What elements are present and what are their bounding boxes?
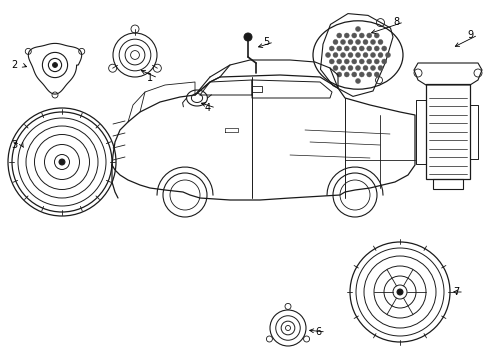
Circle shape [325,53,330,58]
Circle shape [374,59,379,64]
Circle shape [329,46,334,51]
Circle shape [333,66,338,71]
Circle shape [359,72,364,77]
Circle shape [374,33,379,38]
Circle shape [374,46,379,51]
Text: 6: 6 [315,327,321,337]
Bar [426,84,470,179]
Circle shape [359,46,364,51]
Circle shape [348,40,353,45]
Circle shape [341,53,345,58]
Circle shape [363,66,368,71]
Circle shape [367,72,372,77]
Circle shape [341,66,345,71]
Circle shape [397,289,403,295]
Circle shape [363,40,368,45]
Circle shape [378,66,383,71]
Circle shape [367,46,372,51]
Circle shape [337,33,342,38]
Circle shape [52,63,57,67]
Circle shape [367,33,372,38]
Circle shape [367,59,372,64]
Circle shape [329,59,334,64]
Circle shape [356,40,361,45]
Circle shape [352,72,357,77]
Circle shape [359,59,364,64]
Text: 1: 1 [147,73,153,83]
Circle shape [359,33,364,38]
Text: 3: 3 [11,140,17,150]
Circle shape [370,40,375,45]
Circle shape [374,72,379,77]
Circle shape [378,53,383,58]
Circle shape [356,27,361,32]
Circle shape [356,66,361,71]
Circle shape [386,53,391,58]
Text: 9: 9 [467,30,473,40]
Bar [433,179,464,189]
Circle shape [352,59,357,64]
Circle shape [341,40,345,45]
Circle shape [382,59,387,64]
Text: 2: 2 [11,60,17,70]
Text: 7: 7 [453,287,459,297]
Circle shape [333,40,338,45]
Circle shape [348,66,353,71]
Circle shape [337,72,342,77]
Circle shape [356,53,361,58]
Circle shape [344,59,349,64]
Circle shape [344,46,349,51]
Circle shape [344,72,349,77]
Circle shape [370,53,375,58]
Circle shape [363,53,368,58]
Circle shape [352,33,357,38]
Circle shape [333,53,338,58]
Circle shape [337,59,342,64]
Circle shape [348,53,353,58]
Circle shape [344,33,349,38]
Circle shape [163,173,207,217]
Circle shape [244,33,252,41]
Text: 5: 5 [263,37,269,47]
Circle shape [337,46,342,51]
Circle shape [356,78,361,84]
Circle shape [59,159,65,165]
Circle shape [378,40,383,45]
Text: 8: 8 [393,17,399,27]
Circle shape [382,46,387,51]
Circle shape [333,173,377,217]
Circle shape [370,66,375,71]
Text: 4: 4 [205,103,211,113]
Circle shape [352,46,357,51]
